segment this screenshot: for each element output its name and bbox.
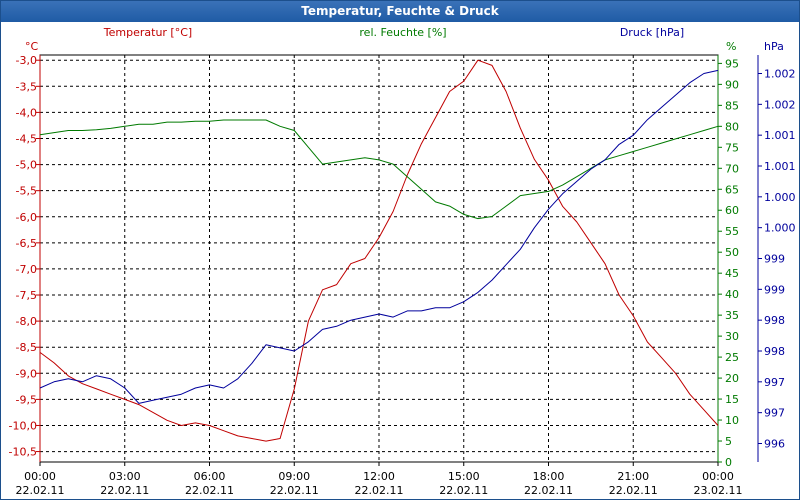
humidity-tick-label: 75 [725,141,739,154]
temperature-tick-label: -5,5 [16,185,37,198]
temperature-tick-label: -10,0 [9,419,37,432]
humidity-tick-label: 40 [725,288,739,301]
x-tick-time-label: 18:00 [533,470,565,483]
x-tick-date-label: 22.02.11 [16,484,65,497]
temperature-tick-label: -7,5 [16,289,37,302]
humidity-tick-label: 50 [725,246,739,259]
x-tick-date-label: 22.02.11 [270,484,319,497]
temperature-tick-label: -3,0 [16,54,37,67]
x-tick-time-label: 00:00 [24,470,56,483]
humidity-tick-label: 0 [725,456,732,469]
x-tick-time-label: 15:00 [448,470,480,483]
temperature-unit-label: °C [25,40,39,53]
humidity-tick-label: 35 [725,309,739,322]
humidity-tick-label: 70 [725,162,739,175]
humidity-tick-label: 90 [725,78,739,91]
x-tick-date-label: 22.02.11 [185,484,234,497]
humidity-unit-label: % [726,40,736,53]
pressure-tick-label: 1.002 [764,68,796,81]
pressure-tick-label: 998 [764,345,785,358]
pressure-tick-label: 996 [764,438,785,451]
temperature-tick-label: -5,0 [16,159,37,172]
humidity-tick-label: 80 [725,120,739,133]
pressure-series-line [39,69,719,404]
humidity-tick-label: 95 [725,57,739,70]
x-tick-time-label: 06:00 [194,470,226,483]
temperature-series-title: Temperatur [°C] [103,26,192,39]
temperature-tick-label: -8,5 [16,341,37,354]
temperature-tick-label: -9,5 [16,393,37,406]
temperature-tick-label: -6,5 [16,237,37,250]
temperature-tick-label: -7,0 [16,263,37,276]
x-tick-date-label: 22.02.11 [355,484,404,497]
humidity-tick-label: 15 [725,393,739,406]
pressure-tick-label: 1.001 [764,160,796,173]
temperature-tick-label: -9,0 [16,367,37,380]
humidity-tick-label: 45 [725,267,739,280]
humidity-tick-label: 20 [725,372,739,385]
pressure-tick-label: 997 [764,376,785,389]
pressure-tick-label: 1.000 [764,222,796,235]
humidity-tick-label: 85 [725,99,739,112]
temperature-tick-label: -6,0 [16,211,37,224]
humidity-tick-label: 55 [725,225,739,238]
pressure-tick-label: 1.000 [764,191,796,204]
x-tick-date-label: 22.02.11 [439,484,488,497]
humidity-tick-label: 10 [725,414,739,427]
pressure-series-title: Druck [hPa] [620,26,684,39]
x-tick-time-label: 09:00 [278,470,310,483]
temperature-tick-label: -8,0 [16,315,37,328]
temperature-tick-label: -4,5 [16,132,37,145]
x-tick-date-label: 22.02.11 [524,484,573,497]
x-tick-time-label: 21:00 [617,470,649,483]
temperature-tick-label: -3,5 [16,80,37,93]
humidity-tick-label: 25 [725,351,739,364]
x-tick-date-label: 22.02.11 [609,484,658,497]
humidity-tick-label: 5 [725,435,732,448]
temperature-tick-label: -10,5 [9,446,37,459]
pressure-tick-label: 1.002 [764,98,796,111]
x-tick-time-label: 12:00 [363,470,395,483]
pressure-tick-label: 1.001 [764,129,796,142]
humidity-tick-label: 60 [725,204,739,217]
temperature-tick-label: -4,0 [16,106,37,119]
x-tick-time-label: 00:00 [702,470,734,483]
pressure-tick-label: 998 [764,314,785,327]
humidity-tick-label: 30 [725,330,739,343]
pressure-tick-label: 997 [764,407,785,420]
humidity-series-title: rel. Feuchte [%] [359,26,446,39]
x-tick-date-label: 23.02.11 [694,484,743,497]
humidity-tick-label: 65 [725,183,739,196]
temperature-series-line [39,59,719,442]
x-tick-date-label: 22.02.11 [100,484,149,497]
x-tick-time-label: 03:00 [109,470,141,483]
pressure-tick-label: 999 [764,253,785,266]
pressure-unit-label: hPa [764,40,784,53]
pressure-tick-label: 999 [764,283,785,296]
window-title: Temperatur, Feuchte & Druck [1,1,799,22]
